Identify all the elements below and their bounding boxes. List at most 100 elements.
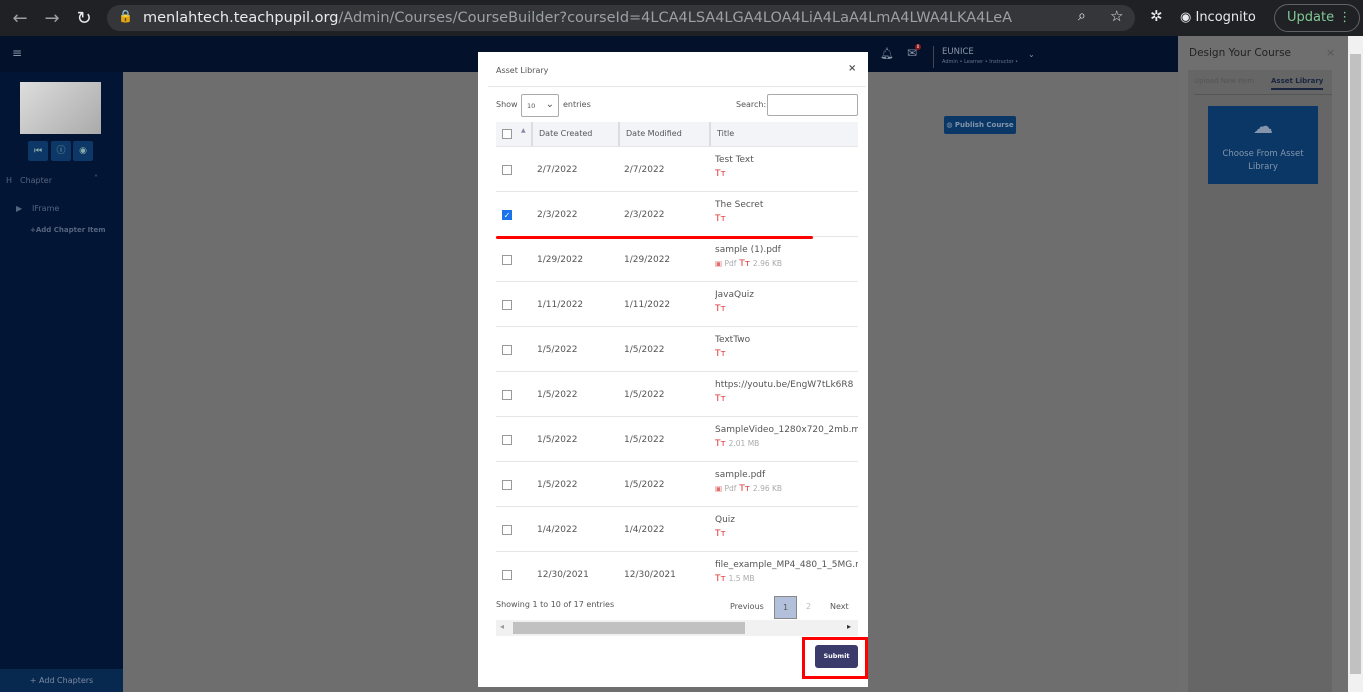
asset-title[interactable]: file_example_MP4_480_1_5MG.mp4 xyxy=(715,560,858,570)
update-button[interactable]: Update ⋮ xyxy=(1274,4,1360,32)
zoom-icon[interactable]: ⌕ xyxy=(1078,8,1086,24)
tab-upload-new-item[interactable]: Upload New Item xyxy=(1194,77,1255,85)
modal-title: Asset Library xyxy=(496,66,549,75)
entries-select[interactable]: 10 ⌄ xyxy=(521,94,559,117)
choose-from-asset-library-button[interactable]: ☁ Choose From Asset Library xyxy=(1208,106,1318,184)
info-icon[interactable]: ⓘ xyxy=(51,141,71,161)
chevron-down-icon[interactable]: ⌄ xyxy=(1028,50,1035,59)
date-modified: 1/29/2022 xyxy=(624,255,671,265)
table-row[interactable]: 1/5/2022 1/5/2022 sample.pdf ▣ Pdf Tᴛ 2.… xyxy=(496,461,858,506)
text-type-icon: Tᴛ xyxy=(739,484,751,494)
scroll-right-icon[interactable]: ▸ xyxy=(847,622,852,631)
previous-button[interactable]: Previous xyxy=(730,602,764,611)
asset-title[interactable]: sample.pdf xyxy=(715,470,766,480)
asset-title[interactable]: Test Text xyxy=(715,155,754,165)
row-checkbox[interactable] xyxy=(502,435,512,445)
table-row[interactable]: 1/5/2022 1/5/2022 https://youtu.be/EngW7… xyxy=(496,371,858,416)
asset-title[interactable]: TextTwo xyxy=(715,335,751,345)
text-type-icon: Tᴛ xyxy=(715,349,726,359)
add-chapter-item-button[interactable]: +Add Chapter Item xyxy=(30,226,106,234)
table-row[interactable]: 2/7/2022 2/7/2022 Test Text Tᴛ xyxy=(496,146,858,191)
pdf-icon: ▣ xyxy=(715,484,725,493)
close-icon[interactable]: × xyxy=(1326,46,1336,59)
date-modified: 1/5/2022 xyxy=(624,480,665,490)
mail-icon[interactable]: ✉ xyxy=(907,46,918,60)
asset-meta: Tᴛ xyxy=(715,349,726,359)
asset-meta: Tᴛ xyxy=(715,529,726,539)
column-title[interactable]: Title xyxy=(709,122,740,146)
column-date-created[interactable]: Date Created xyxy=(531,122,618,146)
sidebar-chapter[interactable]: Chapter xyxy=(20,176,52,185)
add-chapters-button[interactable]: + Add Chapters xyxy=(0,669,123,692)
cloud-upload-icon: ☁ xyxy=(1253,114,1273,138)
asset-title[interactable]: JavaQuiz xyxy=(715,290,755,300)
horizontal-scrollbar[interactable]: ◂ ▸ xyxy=(496,620,858,636)
tab-divider xyxy=(1194,94,1332,95)
row-checkbox[interactable] xyxy=(502,300,512,310)
user-roles: Admin • Learner • Instructor • xyxy=(942,59,1019,65)
asset-title[interactable]: sample (1).pdf xyxy=(715,245,781,255)
update-label: Update xyxy=(1287,10,1335,25)
row-checkbox[interactable] xyxy=(502,480,512,490)
text-type-icon: Tᴛ xyxy=(715,574,726,584)
asset-title[interactable]: Quiz xyxy=(715,515,736,525)
publish-course-button[interactable]: ◍ Publish Course xyxy=(944,116,1016,134)
sidebar-item-iframe[interactable]: IFrame xyxy=(32,204,60,213)
table-row[interactable]: 12/30/2021 12/30/2021 file_example_MP4_4… xyxy=(496,551,858,596)
table-row[interactable]: 1/11/2022 1/11/2022 JavaQuiz Tᴛ xyxy=(496,281,858,326)
video-icon: ▶ xyxy=(16,204,23,213)
chevron-up-icon[interactable]: ˄ xyxy=(94,174,98,183)
incognito-indicator[interactable]: ◉ Incognito xyxy=(1180,7,1256,29)
row-checkbox[interactable]: ✓ xyxy=(502,210,512,220)
date-modified: 1/11/2022 xyxy=(624,300,671,310)
table-row[interactable]: 1/29/2022 1/29/2022 sample (1).pdf ▣ Pdf… xyxy=(496,236,858,281)
globe-icon: ◍ xyxy=(946,121,955,129)
reload-icon[interactable]: ↻ xyxy=(76,8,92,29)
row-checkbox[interactable] xyxy=(502,165,512,175)
asset-title[interactable]: SampleVideo_1280x720_2mb.mp4 xyxy=(715,425,858,435)
table-row[interactable]: 1/5/2022 1/5/2022 TextTwo Tᴛ xyxy=(496,326,858,371)
course-thumbnail xyxy=(20,82,101,134)
row-checkbox[interactable] xyxy=(502,525,512,535)
text-type-icon: Tᴛ xyxy=(715,169,726,179)
table-row[interactable]: ✓ 2/3/2022 2/3/2022 The Secret Tᴛ xyxy=(496,191,858,236)
next-button[interactable]: Next xyxy=(830,602,849,611)
page-1-button[interactable]: 1 xyxy=(774,596,797,619)
text-type-icon: Tᴛ xyxy=(715,394,726,404)
row-checkbox[interactable] xyxy=(502,345,512,355)
sort-icon[interactable]: ▲ xyxy=(521,127,526,134)
asset-title[interactable]: https://youtu.be/EngW7tLk6R8 xyxy=(715,380,854,390)
page-scrollbar[interactable] xyxy=(1348,36,1363,692)
extensions-icon[interactable]: ✲ xyxy=(1150,7,1163,25)
table-row[interactable]: 1/4/2022 1/4/2022 Quiz Tᴛ xyxy=(496,506,858,551)
row-checkbox[interactable] xyxy=(502,570,512,580)
search-input[interactable] xyxy=(767,94,858,116)
back-step-icon[interactable]: ⏮ xyxy=(28,141,48,161)
row-checkbox[interactable] xyxy=(502,390,512,400)
forward-icon[interactable]: → xyxy=(44,8,60,29)
asset-meta: Tᴛ xyxy=(715,214,726,224)
url-path: /Admin/Courses/CourseBuilder?courseId=4L… xyxy=(338,10,1013,26)
scrollbar-thumb[interactable] xyxy=(513,622,745,634)
back-icon[interactable]: ← xyxy=(12,8,28,29)
asset-title[interactable]: The Secret xyxy=(715,200,764,210)
modal-close-icon[interactable]: × xyxy=(848,63,857,74)
page-2-button[interactable]: 2 xyxy=(806,602,812,611)
column-date-modified[interactable]: Date Modified xyxy=(618,122,709,146)
text-type-icon: Tᴛ xyxy=(715,214,726,224)
text-type-icon: Tᴛ xyxy=(715,529,726,539)
eye-icon[interactable]: ◉ xyxy=(73,141,93,161)
row-checkbox[interactable] xyxy=(502,255,512,265)
date-created: 1/5/2022 xyxy=(537,435,578,445)
bookmark-star-icon[interactable]: ☆ xyxy=(1110,7,1124,25)
submit-button[interactable]: Submit xyxy=(815,645,858,668)
tab-asset-library[interactable]: Asset Library xyxy=(1271,77,1324,90)
user-name[interactable]: EUNICE xyxy=(942,47,974,57)
menu-icon[interactable]: ≡ xyxy=(12,46,23,60)
select-all-checkbox[interactable] xyxy=(502,129,512,139)
scroll-left-icon[interactable]: ◂ xyxy=(500,622,505,631)
asset-meta: ▣ Pdf Tᴛ 2.96 KB xyxy=(715,484,782,494)
table-row[interactable]: 1/5/2022 1/5/2022 SampleVideo_1280x720_2… xyxy=(496,416,858,461)
bell-icon[interactable]: 🔔︎ xyxy=(880,47,894,60)
address-bar[interactable]: menlahtech.teachpupil.org/Admin/Courses/… xyxy=(107,5,1135,31)
